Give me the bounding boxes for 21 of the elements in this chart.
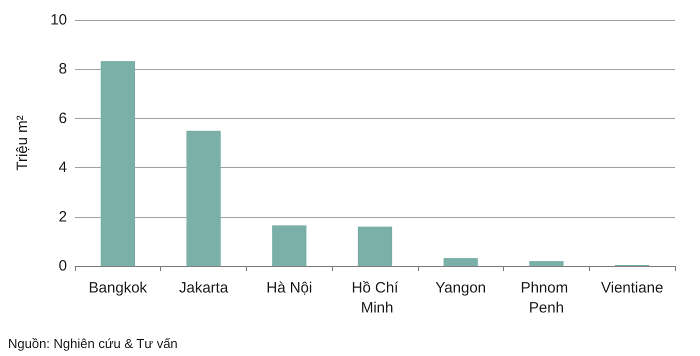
x-tick-label: Hồ Chí Minh — [352, 280, 400, 316]
x-tick-label: Vientiane — [601, 280, 664, 296]
y-tick-label: 4 — [58, 159, 67, 176]
y-tick-label: 2 — [58, 208, 67, 226]
y-tick-label: 6 — [58, 110, 67, 127]
y-axis-title: Triệu m² — [14, 115, 31, 171]
bar — [358, 226, 392, 266]
x-tick-label: Hà Nội — [266, 280, 312, 296]
y-tick-label: 10 — [50, 12, 67, 28]
text: Nguồn: Nghiên cứu & Tư vấn — [8, 336, 178, 351]
y-tick-label: 8 — [58, 60, 67, 78]
bar — [444, 258, 478, 266]
y-tick-label: 0 — [58, 258, 67, 274]
x-tick-label: Yangon — [435, 280, 486, 296]
bar — [186, 130, 221, 266]
bar — [529, 261, 564, 266]
x-tick-label: Jakarta — [178, 280, 229, 296]
bar — [100, 61, 135, 266]
x-tick-label: Bangkok — [88, 280, 148, 296]
x-tick-label: Phnom Penh — [520, 280, 572, 316]
bar — [272, 225, 306, 266]
